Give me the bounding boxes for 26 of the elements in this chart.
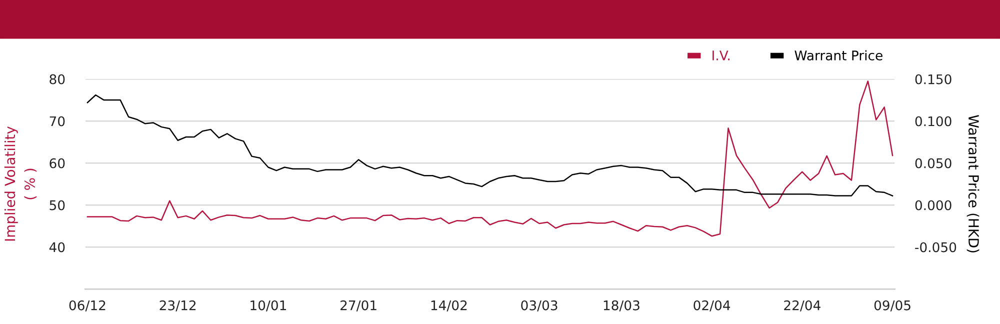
y-tick-label: 60 <box>50 158 65 168</box>
line-series <box>86 80 894 237</box>
x-tick-label: 09/05 <box>874 300 910 312</box>
x-tick-label: 18/03 <box>604 300 640 312</box>
legend-label: Warrant Price <box>794 50 882 60</box>
y-tick-label: 80 <box>50 74 65 84</box>
y2-tick-label: 0.150 <box>915 74 952 84</box>
legend-label: I.V. <box>712 50 730 60</box>
x-tick-label: 03/03 <box>521 300 558 312</box>
x-tick-label: 06/12 <box>69 300 106 312</box>
line-series <box>86 94 894 196</box>
y2-axis-title: Warrant Price (HKD) <box>966 114 980 252</box>
y-axis-title: Implied Volatility ( % ) <box>4 126 37 241</box>
x-tick-label: 10/01 <box>250 300 286 312</box>
y2-tick-label: -0.050 <box>915 242 956 252</box>
y-tick-label: 70 <box>50 116 65 126</box>
x-tick-label: 14/02 <box>431 300 467 312</box>
y2-tick-label: 0.050 <box>915 158 952 168</box>
x-tick-label: 02/04 <box>694 300 730 312</box>
x-tick-label: 22/04 <box>784 300 820 312</box>
y2-tick-label: 0.000 <box>915 200 952 210</box>
y2-tick-label: 0.100 <box>915 116 952 126</box>
x-tick-label: 27/01 <box>340 300 376 312</box>
y-tick-label: 50 <box>50 200 65 210</box>
x-tick-label: 23/12 <box>160 300 196 312</box>
y-tick-label: 40 <box>49 242 65 252</box>
